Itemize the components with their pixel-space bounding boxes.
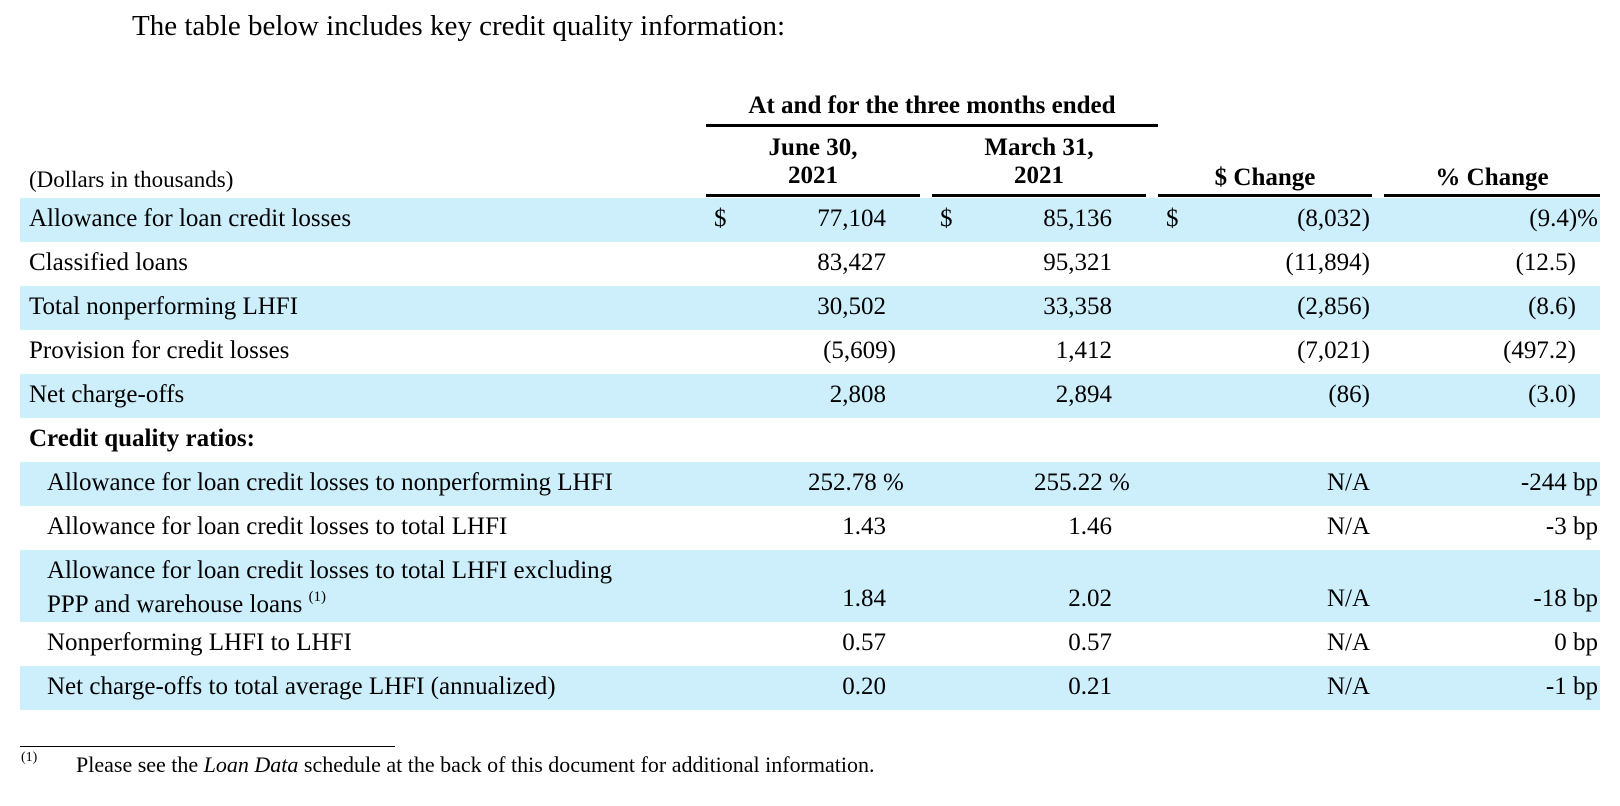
row-label: Allowance for loan credit losses to tota… xyxy=(47,513,508,540)
row-label: Total nonperforming LHFI xyxy=(29,293,299,320)
row-label: Allowance for loan credit losses to tota… xyxy=(47,557,612,618)
footnote-text: Please see the Loan Data schedule at the… xyxy=(76,752,875,778)
value-march: 1.46 xyxy=(1068,513,1112,540)
units-label: (Dollars in thousands) xyxy=(29,167,234,192)
row-label: Net charge-offs to total average LHFI (a… xyxy=(47,673,556,700)
value-percent-change: (12.5) xyxy=(1515,249,1576,276)
value-dollar-change: (11,894) xyxy=(1285,249,1370,276)
row-label: Provision for credit losses xyxy=(29,337,290,364)
value-dollar-change: (2,856) xyxy=(1297,293,1370,320)
column-group-header: At and for the three months ended xyxy=(748,92,1116,119)
value-march: 95,321 xyxy=(1043,249,1112,276)
value-march: 85,136 xyxy=(1043,205,1112,232)
currency-symbol: $ xyxy=(1166,205,1179,232)
header-june-2021: June 30, 2021 xyxy=(706,134,920,190)
row-label-line2: PPP and warehouse loans (1) xyxy=(47,584,612,618)
value-june: 1.43 xyxy=(842,513,886,540)
value-percent-change: (9.4)% xyxy=(1529,205,1598,232)
table-row: Allowance for loan credit losses to tota… xyxy=(20,506,1600,550)
header-march-rule xyxy=(932,194,1146,197)
value-march: 2.02 xyxy=(1068,585,1112,612)
value-dollar-change: N/A xyxy=(1326,513,1370,540)
value-percent-change: -3 bp xyxy=(1545,513,1598,540)
value-dollar-change: N/A xyxy=(1326,585,1370,612)
value-june: 83,427 xyxy=(817,249,886,276)
row-label: Allowance for loan credit losses xyxy=(29,205,352,232)
row-label: Classified loans xyxy=(29,249,189,276)
footnote-mark: (1) xyxy=(21,750,38,765)
table-row: Net charge-offs to total average LHFI (a… xyxy=(20,666,1600,710)
value-march: 33,358 xyxy=(1043,293,1112,320)
table-row: Net charge-offs 2,808 2,894 (86) (3.0) xyxy=(20,374,1600,418)
table-row: Classified loans 83,427 95,321 (11,894) … xyxy=(20,242,1600,286)
intro-text: The table below includes key credit qual… xyxy=(132,10,786,42)
row-label: Net charge-offs xyxy=(29,381,185,408)
currency-symbol: $ xyxy=(714,205,727,232)
value-percent-change: (8.6) xyxy=(1528,293,1576,320)
value-dollar-change: (86) xyxy=(1328,381,1370,408)
footnote-italic-term: Loan Data xyxy=(203,752,299,777)
value-dollar-change: (7,021) xyxy=(1297,337,1370,364)
value-june: 0.20 xyxy=(842,673,886,700)
footnote-text-after: schedule at the back of this document fo… xyxy=(298,752,875,777)
row-label-line1: Allowance for loan credit losses to tota… xyxy=(47,557,613,584)
value-june: 252.78 % xyxy=(808,469,904,496)
value-june: 30,502 xyxy=(817,293,886,320)
row-label: Allowance for loan credit losses to nonp… xyxy=(47,469,613,496)
value-march: 1,412 xyxy=(1055,337,1112,364)
header-march-2021: March 31, 2021 xyxy=(932,134,1146,190)
table-row: Total nonperforming LHFI 30,502 33,358 (… xyxy=(20,286,1600,330)
value-percent-change: -1 bp xyxy=(1545,673,1598,700)
value-dollar-change: N/A xyxy=(1326,673,1370,700)
header-june-line2: 2021 xyxy=(788,162,838,189)
header-dollar-change-rule xyxy=(1158,194,1372,197)
value-june: 77,104 xyxy=(817,205,886,232)
section-title: Credit quality ratios: xyxy=(29,425,255,452)
value-percent-change: -244 bp xyxy=(1520,469,1598,496)
value-dollar-change: N/A xyxy=(1326,629,1370,656)
value-percent-change: -18 bp xyxy=(1533,585,1598,612)
value-march: 0.21 xyxy=(1068,673,1112,700)
section-header-row: Credit quality ratios: xyxy=(20,418,1600,462)
value-percent-change: 0 bp xyxy=(1554,629,1598,656)
value-march: 0.57 xyxy=(1068,629,1112,656)
value-june: 1.84 xyxy=(842,585,886,612)
value-june: 0.57 xyxy=(842,629,886,656)
row-label: Nonperforming LHFI to LHFI xyxy=(47,629,352,656)
table-row: Provision for credit losses (5,609) 1,41… xyxy=(20,330,1600,374)
row-label-line2-text: PPP and warehouse loans xyxy=(47,591,303,618)
value-percent-change: (3.0) xyxy=(1528,381,1576,408)
table-row: Allowance for loan credit losses to tota… xyxy=(20,550,1600,622)
header-dollar-change: $ Change xyxy=(1214,164,1316,191)
value-dollar-change: N/A xyxy=(1326,469,1370,496)
header-percent-change-rule xyxy=(1384,194,1600,197)
header-percent-change: % Change xyxy=(1435,164,1549,191)
value-june: 2,808 xyxy=(829,381,886,408)
value-june: (5,609) xyxy=(823,337,896,364)
header-march-line1: March 31, xyxy=(984,134,1094,161)
column-group-rule xyxy=(706,124,1158,127)
header-march-line2: 2021 xyxy=(1014,162,1064,189)
header-june-rule xyxy=(706,194,920,197)
currency-symbol: $ xyxy=(940,205,953,232)
footnote-text-before: Please see the xyxy=(76,752,204,777)
value-march: 2,894 xyxy=(1055,381,1112,408)
footnote-reference: (1) xyxy=(308,589,327,605)
table-row: Allowance for loan credit losses to nonp… xyxy=(20,462,1600,506)
value-dollar-change: (8,032) xyxy=(1297,205,1370,232)
footnote-divider xyxy=(20,746,395,747)
value-percent-change: (497.2) xyxy=(1503,337,1576,364)
header-june-line1: June 30, xyxy=(768,134,858,161)
table-row: Nonperforming LHFI to LHFI 0.57 0.57 N/A… xyxy=(20,622,1600,666)
value-march: 255.22 % xyxy=(1034,469,1130,496)
table-row: Allowance for loan credit losses $ 77,10… xyxy=(20,198,1600,242)
